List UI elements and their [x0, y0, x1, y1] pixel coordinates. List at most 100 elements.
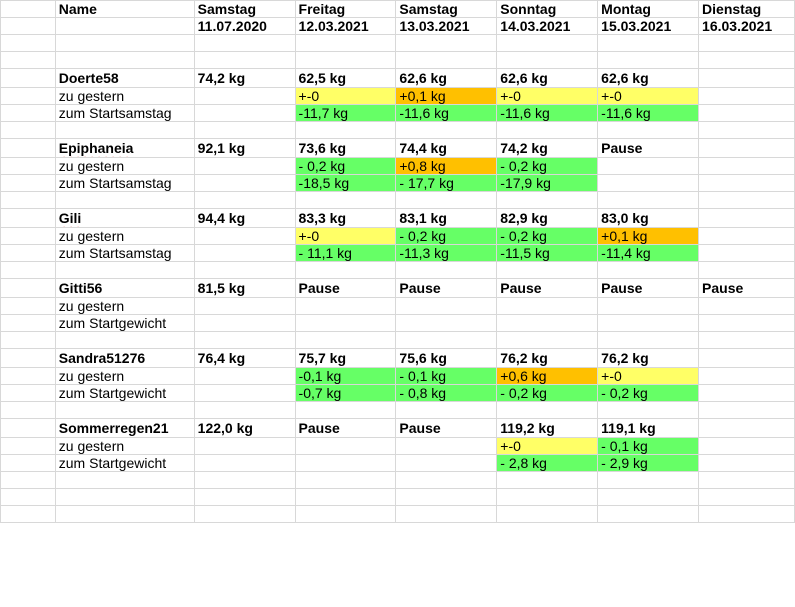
- total-change-cell[interactable]: [294, 454, 397, 472]
- empty-cell[interactable]: [54, 401, 195, 419]
- row-margin-cell[interactable]: [0, 34, 56, 52]
- row-margin-cell[interactable]: [0, 401, 56, 419]
- person-name[interactable]: Gitti56: [54, 278, 195, 298]
- empty-cell[interactable]: [597, 51, 700, 69]
- row-margin-cell[interactable]: [0, 437, 56, 455]
- change-cell[interactable]: - 0,2 kg: [496, 227, 599, 245]
- weight-cell[interactable]: Pause: [294, 418, 397, 438]
- row-label[interactable]: zum Startgewicht: [54, 314, 195, 332]
- total-change-cell[interactable]: [597, 314, 700, 332]
- total-change-cell[interactable]: [294, 314, 397, 332]
- weight-cell[interactable]: 83,1 kg: [395, 208, 498, 228]
- change-cell[interactable]: [496, 297, 599, 315]
- row-label[interactable]: zu gestern: [54, 157, 195, 175]
- row-margin-cell[interactable]: [0, 244, 56, 262]
- change-cell[interactable]: +-0: [294, 87, 397, 105]
- weight-cell[interactable]: Pause: [496, 278, 599, 298]
- weight-cell[interactable]: [698, 68, 795, 88]
- total-change-cell[interactable]: [496, 314, 599, 332]
- empty-cell[interactable]: [597, 471, 700, 489]
- change-cell[interactable]: +0,1 kg: [597, 227, 700, 245]
- empty-cell[interactable]: [496, 34, 599, 52]
- person-name[interactable]: Gili: [54, 208, 195, 228]
- empty-cell[interactable]: [54, 17, 195, 35]
- change-cell[interactable]: +0,6 kg: [496, 367, 599, 385]
- total-change-cell[interactable]: [698, 174, 795, 192]
- weight-cell[interactable]: Pause: [698, 278, 795, 298]
- row-label[interactable]: zu gestern: [54, 227, 195, 245]
- header-date[interactable]: 12.03.2021: [294, 17, 397, 35]
- empty-cell[interactable]: [193, 191, 296, 209]
- empty-cell[interactable]: [54, 488, 195, 506]
- total-change-cell[interactable]: [395, 454, 498, 472]
- total-change-cell[interactable]: [395, 314, 498, 332]
- empty-cell[interactable]: [193, 488, 296, 506]
- empty-cell[interactable]: [496, 488, 599, 506]
- row-margin-cell[interactable]: [0, 121, 56, 139]
- change-cell[interactable]: - 0,2 kg: [294, 157, 397, 175]
- empty-cell[interactable]: [395, 505, 498, 523]
- weight-cell[interactable]: 82,9 kg: [496, 208, 599, 228]
- empty-cell[interactable]: [395, 191, 498, 209]
- empty-cell[interactable]: [395, 121, 498, 139]
- total-change-cell[interactable]: -11,5 kg: [496, 244, 599, 262]
- row-margin-cell[interactable]: [0, 174, 56, 192]
- total-change-cell[interactable]: [698, 314, 795, 332]
- person-name[interactable]: Sommerregen21: [54, 418, 195, 438]
- change-cell[interactable]: +-0: [294, 227, 397, 245]
- total-change-cell[interactable]: -11,7 kg: [294, 104, 397, 122]
- empty-cell[interactable]: [395, 331, 498, 349]
- change-cell[interactable]: [193, 297, 296, 315]
- row-margin-cell[interactable]: [0, 0, 56, 18]
- row-label[interactable]: zum Startgewicht: [54, 454, 195, 472]
- total-change-cell[interactable]: - 0,8 kg: [395, 384, 498, 402]
- empty-cell[interactable]: [294, 121, 397, 139]
- row-margin-cell[interactable]: [0, 471, 56, 489]
- empty-cell[interactable]: [54, 331, 195, 349]
- empty-cell[interactable]: [496, 261, 599, 279]
- empty-cell[interactable]: [698, 505, 795, 523]
- weight-cell[interactable]: 76,2 kg: [496, 348, 599, 368]
- empty-cell[interactable]: [597, 331, 700, 349]
- change-cell[interactable]: [193, 367, 296, 385]
- empty-cell[interactable]: [597, 401, 700, 419]
- weight-cell[interactable]: 74,4 kg: [395, 138, 498, 158]
- change-cell[interactable]: [193, 227, 296, 245]
- change-cell[interactable]: [698, 87, 795, 105]
- empty-cell[interactable]: [193, 331, 296, 349]
- header-day[interactable]: Dienstag: [698, 0, 795, 18]
- total-change-cell[interactable]: [193, 104, 296, 122]
- change-cell[interactable]: - 0,2 kg: [496, 157, 599, 175]
- empty-cell[interactable]: [395, 261, 498, 279]
- empty-cell[interactable]: [395, 34, 498, 52]
- weight-cell[interactable]: Pause: [597, 278, 700, 298]
- empty-cell[interactable]: [698, 401, 795, 419]
- total-change-cell[interactable]: -11,3 kg: [395, 244, 498, 262]
- empty-cell[interactable]: [294, 488, 397, 506]
- total-change-cell[interactable]: - 0,2 kg: [597, 384, 700, 402]
- row-margin-cell[interactable]: [0, 384, 56, 402]
- header-date[interactable]: 15.03.2021: [597, 17, 700, 35]
- empty-cell[interactable]: [698, 488, 795, 506]
- change-cell[interactable]: [193, 157, 296, 175]
- empty-cell[interactable]: [395, 51, 498, 69]
- empty-cell[interactable]: [54, 505, 195, 523]
- weight-cell[interactable]: 62,5 kg: [294, 68, 397, 88]
- empty-cell[interactable]: [193, 121, 296, 139]
- header-day[interactable]: Samstag: [395, 0, 498, 18]
- empty-cell[interactable]: [496, 191, 599, 209]
- header-date[interactable]: 13.03.2021: [395, 17, 498, 35]
- row-label[interactable]: zu gestern: [54, 367, 195, 385]
- weight-cell[interactable]: 76,2 kg: [597, 348, 700, 368]
- row-label[interactable]: zu gestern: [54, 437, 195, 455]
- empty-cell[interactable]: [597, 261, 700, 279]
- empty-cell[interactable]: [54, 34, 195, 52]
- change-cell[interactable]: - 0,1 kg: [597, 437, 700, 455]
- weight-cell[interactable]: 74,2 kg: [496, 138, 599, 158]
- change-cell[interactable]: [597, 297, 700, 315]
- empty-cell[interactable]: [496, 331, 599, 349]
- empty-cell[interactable]: [698, 331, 795, 349]
- empty-cell[interactable]: [597, 34, 700, 52]
- total-change-cell[interactable]: [698, 384, 795, 402]
- total-change-cell[interactable]: -11,4 kg: [597, 244, 700, 262]
